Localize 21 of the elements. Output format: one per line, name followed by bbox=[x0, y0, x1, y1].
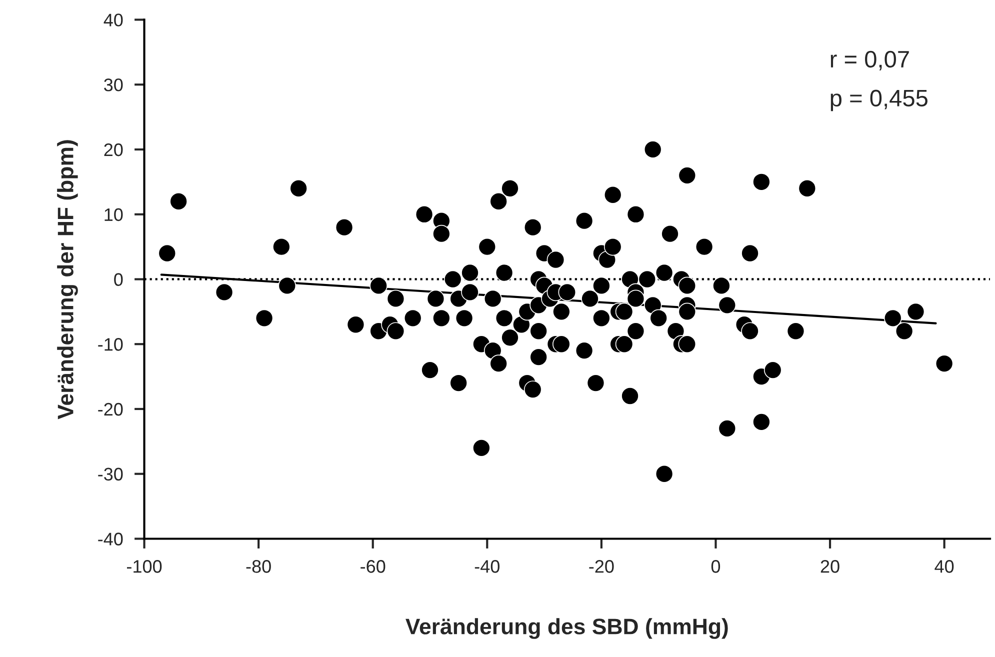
x-tick-label: 40 bbox=[934, 560, 954, 573]
y-tick-label: 10 bbox=[104, 208, 123, 222]
y-tick-label: -30 bbox=[98, 468, 123, 481]
x-tick-label: -100 bbox=[127, 560, 162, 573]
y-tick-label: -10 bbox=[98, 338, 123, 351]
x-axis-title: Veränderung des SBD (mmHg) bbox=[406, 618, 728, 639]
y-tick-label: -40 bbox=[98, 532, 123, 546]
x-tick-label: -60 bbox=[360, 560, 386, 573]
y-tick-label: 30 bbox=[104, 78, 123, 92]
y-tick-label: 40 bbox=[104, 14, 123, 26]
x-tick-label: -80 bbox=[246, 560, 271, 573]
y-tick-label: 20 bbox=[104, 143, 123, 156]
x-tick-label: 0 bbox=[711, 560, 720, 573]
y-tick-label: -20 bbox=[98, 402, 123, 416]
y-tick-label: 0 bbox=[114, 273, 123, 286]
x-tick-label: 20 bbox=[820, 560, 840, 573]
x-tick-label: -40 bbox=[474, 560, 500, 573]
annotation: r = 0,07 bbox=[830, 50, 909, 70]
annotation: p = 0,455 bbox=[830, 90, 928, 112]
x-tick-label: -20 bbox=[589, 560, 614, 573]
y-axis-title: Veränderung der HF (bpm) bbox=[57, 140, 78, 420]
